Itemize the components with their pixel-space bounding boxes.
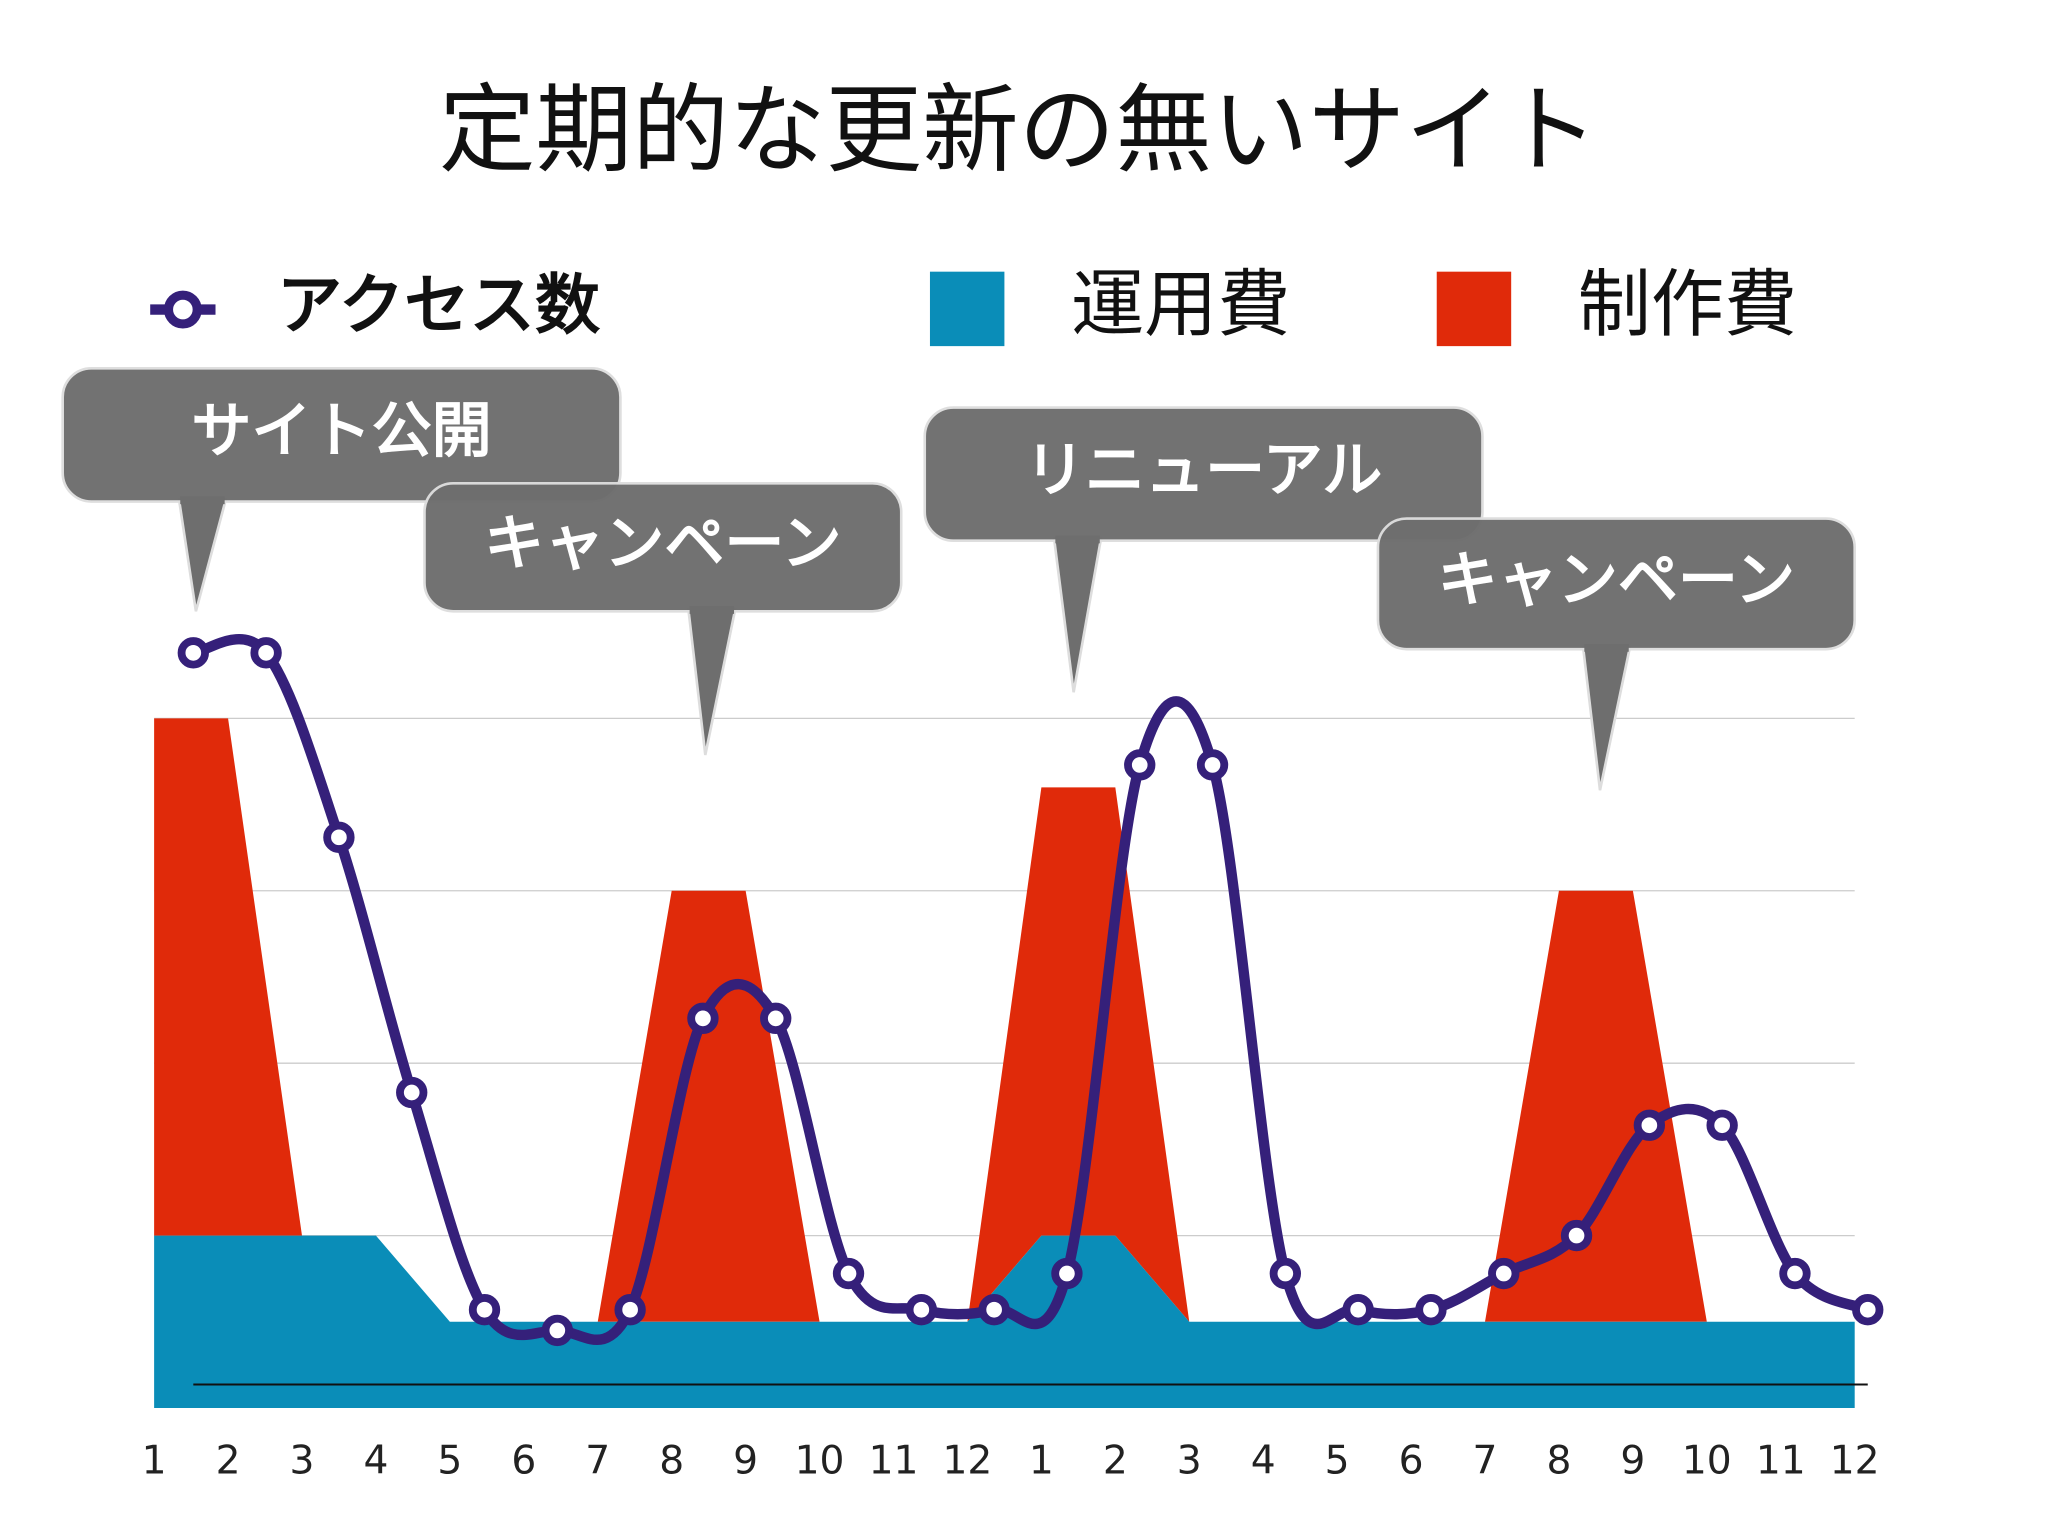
x-tick-label: 8 xyxy=(659,1438,684,1483)
line xyxy=(192,634,1871,1345)
callout-text: キャンペーン xyxy=(484,509,841,579)
x-tick-label: 10 xyxy=(795,1438,845,1483)
line-marker xyxy=(1560,1219,1593,1252)
callout-box xyxy=(61,367,622,503)
line-marker xyxy=(760,1002,792,1035)
chart-title: 定期的な更新の無いサイト xyxy=(439,74,1599,187)
x-tick-label: 7 xyxy=(1473,1438,1498,1483)
x-tick-label: 8 xyxy=(1546,1438,1571,1483)
x-tick-label: 9 xyxy=(733,1438,758,1483)
line-marker xyxy=(832,1257,865,1290)
line-marker xyxy=(396,1076,428,1109)
x-tick-label: 6 xyxy=(511,1438,536,1483)
legend-label: 制作費 xyxy=(1578,263,1797,348)
x-tick-label: 1 xyxy=(1029,1438,1054,1483)
legend: アクセス数 運用費 制作費 xyxy=(150,263,1797,348)
legend-label: 運用費 xyxy=(1071,263,1290,348)
line-marker xyxy=(1488,1257,1520,1290)
x-tick-label: 11 xyxy=(1756,1438,1806,1483)
x-tick-label: 4 xyxy=(1251,1438,1276,1483)
area xyxy=(154,718,1855,1322)
x-tick-label: 4 xyxy=(363,1438,388,1483)
callout-text: サイト公開 xyxy=(191,397,491,467)
x-tick-label: 10 xyxy=(1682,1438,1732,1483)
callout-text: キャンペーン xyxy=(1438,545,1795,615)
x-tick-label: 11 xyxy=(869,1438,919,1483)
callout-box xyxy=(923,406,1484,543)
callout-pointer-cover xyxy=(180,496,225,505)
line-marker xyxy=(250,637,282,669)
callout-box xyxy=(423,481,903,613)
line-marker xyxy=(1124,749,1156,781)
callout-pointer-cover xyxy=(1055,535,1100,544)
line-marker xyxy=(687,1002,719,1035)
line-marker xyxy=(177,637,209,669)
x-tick-label: 3 xyxy=(290,1438,315,1483)
area xyxy=(154,1235,1855,1408)
legend-swatch xyxy=(929,271,1005,347)
line-marker xyxy=(978,1294,1010,1326)
legend-label: アクセス数 xyxy=(277,268,601,344)
callout-text: リニューアル xyxy=(1025,436,1382,506)
x-tick-label: 1 xyxy=(142,1438,167,1483)
line-marker xyxy=(323,821,355,854)
x-tick-label: 12 xyxy=(1830,1438,1880,1483)
x-tick-label: 7 xyxy=(585,1438,610,1483)
line-marker xyxy=(1342,1294,1374,1326)
x-tick-label: 5 xyxy=(1325,1438,1350,1483)
line-marker xyxy=(905,1294,938,1326)
x-tick-label: 6 xyxy=(1399,1438,1424,1483)
x-tick-label: 5 xyxy=(437,1438,462,1483)
line-marker xyxy=(1779,1257,1811,1290)
callout-pointer-cover xyxy=(689,606,735,614)
line-marker xyxy=(1633,1109,1666,1141)
line-marker xyxy=(614,1294,646,1326)
line-marker xyxy=(1415,1294,1447,1326)
x-tick-label: 9 xyxy=(1620,1438,1645,1483)
line-marker xyxy=(1852,1294,1884,1326)
line-marker xyxy=(1051,1257,1083,1290)
x-tick-label: 2 xyxy=(1103,1438,1128,1483)
x-tick-label: 12 xyxy=(943,1438,993,1483)
x-tick-label: 2 xyxy=(216,1438,241,1483)
line-marker xyxy=(1196,749,1229,781)
line-marker xyxy=(1706,1109,1738,1141)
line-marker xyxy=(1269,1257,1302,1290)
plot-area xyxy=(154,634,1884,1408)
line-marker xyxy=(468,1294,501,1326)
legend-swatch xyxy=(1436,271,1512,347)
line-marker xyxy=(541,1314,573,1347)
callout-pointer-cover xyxy=(1584,643,1629,652)
legend-marker xyxy=(163,290,202,329)
x-tick-label: 3 xyxy=(1177,1438,1202,1483)
